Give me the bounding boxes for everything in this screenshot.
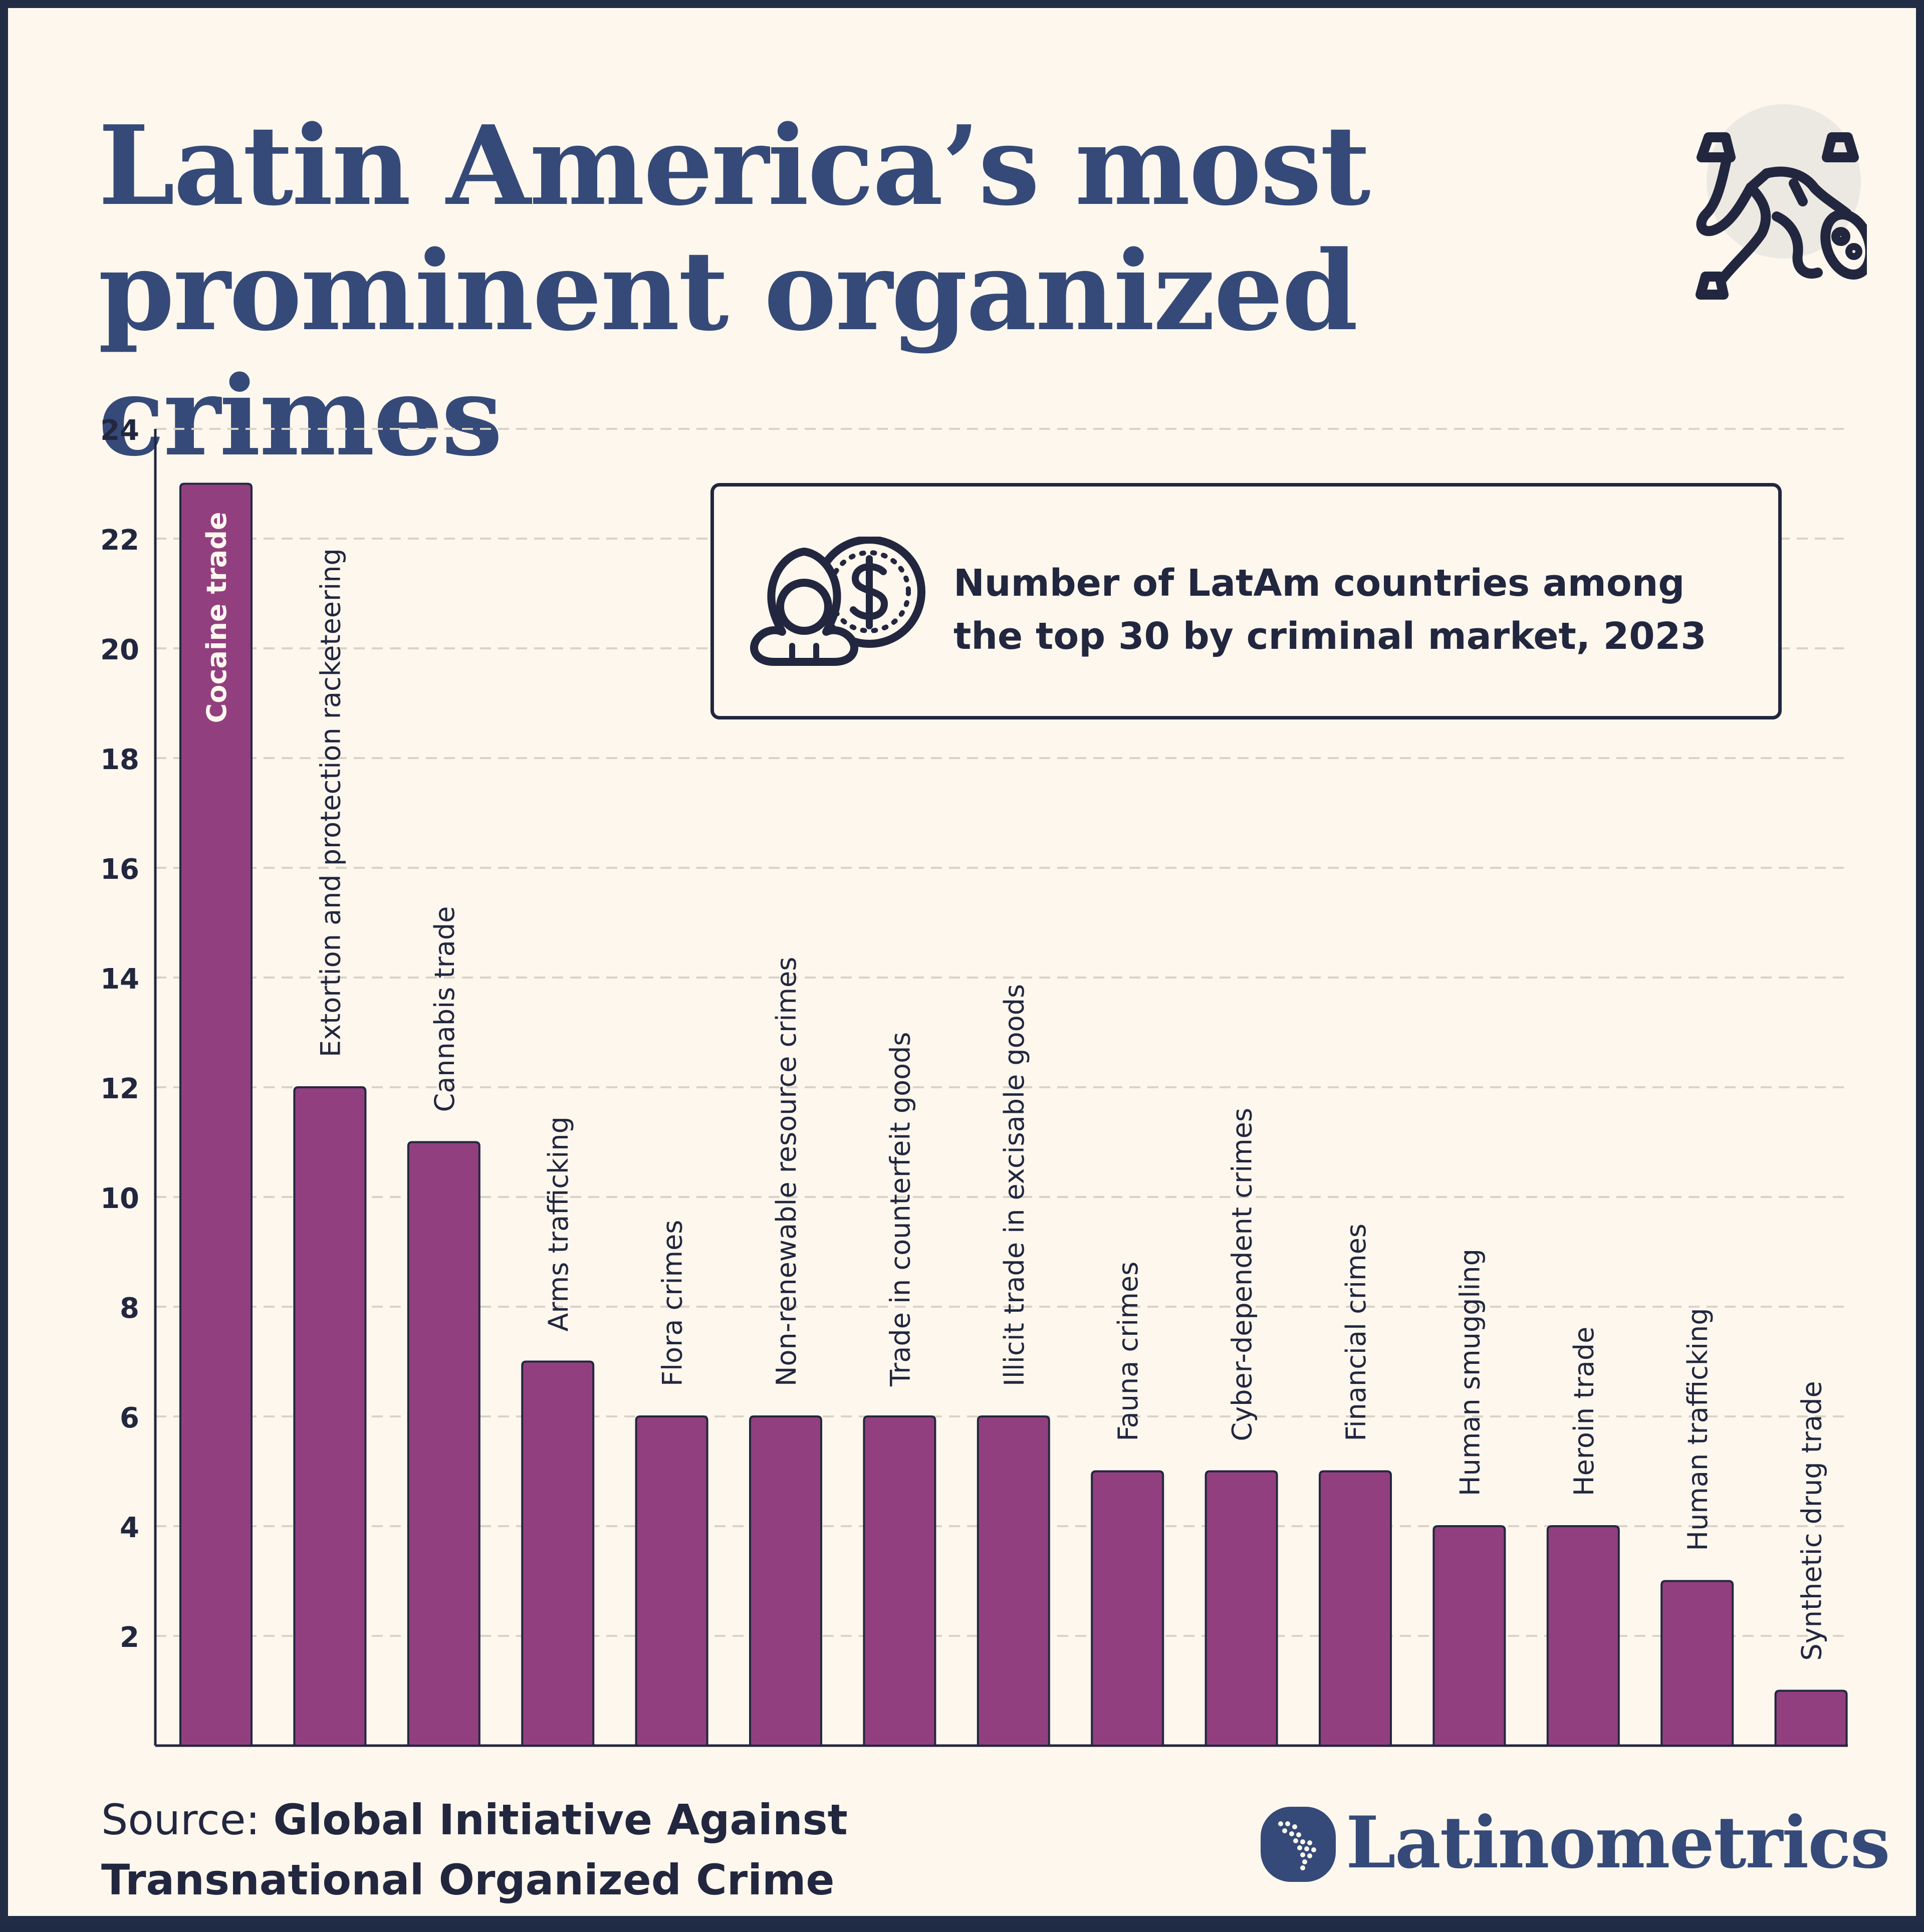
y-tick-label: 10: [100, 1182, 139, 1215]
bar-category-label: Cannabis trade: [429, 906, 460, 1112]
title-line-2: prominent organized crimes: [98, 227, 1358, 480]
y-tick-label: 24: [100, 414, 139, 447]
title-line-1: Latin America’s most: [98, 102, 1371, 230]
bar-category-label: Fauna crimes: [1112, 1262, 1144, 1441]
brand-name: Latinometrics: [1346, 1801, 1890, 1884]
bar-1: [293, 1086, 367, 1747]
bar-14: [1774, 1689, 1848, 1747]
bar-12: [1546, 1525, 1620, 1747]
y-tick-label: 2: [120, 1621, 139, 1654]
y-tick-label: 12: [100, 1073, 139, 1105]
chart-title-line-1: Number of LatAm countries among: [953, 562, 1685, 605]
money-bag-coin-icon: [750, 537, 925, 666]
bar-category-label: Extortion and protection racketeering: [315, 548, 346, 1057]
bar-category-label: Non-renewable resource crimes: [771, 957, 802, 1386]
bar-category-label: Cyber-dependent crimes: [1227, 1108, 1258, 1441]
y-tick-label: 16: [100, 853, 139, 886]
bar-category-label: Trade in counterfeit goods: [884, 1032, 916, 1387]
bar-8: [1091, 1470, 1164, 1747]
bar-category-label: Arms trafficking: [543, 1116, 574, 1331]
chart-title-line-2: the top 30 by criminal market, 2023: [953, 615, 1707, 658]
bar-3: [521, 1360, 595, 1747]
bar-5: [749, 1415, 822, 1747]
source-org-line-2: Transnational Organized Crime: [101, 1855, 835, 1904]
brand-logo: Latinometrics: [1261, 1803, 1890, 1887]
bar-6: [863, 1415, 936, 1747]
y-tick-label: 4: [120, 1512, 139, 1544]
bar-category-label: Synthetic drug trade: [1796, 1381, 1828, 1660]
bar-category-label: Illicit trade in excisable goods: [999, 984, 1030, 1386]
bar-category-label: Financial crimes: [1340, 1224, 1372, 1441]
bar-category-label: Flora crimes: [657, 1220, 688, 1386]
y-tick-label: 14: [100, 963, 139, 996]
source-label: Source:: [101, 1795, 274, 1844]
y-tick-label: 8: [120, 1292, 139, 1325]
bar-11: [1432, 1525, 1506, 1747]
y-tick-label: 6: [120, 1402, 139, 1434]
chart-title: Number of LatAm countries among the top …: [953, 557, 1755, 663]
fallen-person-icon: [1696, 104, 1867, 300]
source-org-line-1: Global Initiative Against: [273, 1795, 848, 1844]
bar-category-label: Heroin trade: [1568, 1327, 1600, 1496]
y-tick-label: 18: [100, 744, 139, 776]
y-tick-label: 20: [100, 634, 139, 666]
chart-legend-box: Number of LatAm countries among the top …: [710, 483, 1782, 719]
bar-2: [407, 1141, 480, 1747]
page-title: Latin America’s most prominent organized…: [98, 103, 1702, 479]
latin-america-map-logo-icon: [1261, 1807, 1336, 1882]
bar-category-label: Cocaine trade: [201, 512, 232, 723]
bar-0: [179, 482, 253, 1747]
bar-category-label: Human smuggling: [1454, 1249, 1486, 1496]
bar-category-label: Human trafficking: [1682, 1308, 1714, 1551]
bar-10: [1319, 1470, 1392, 1747]
bar-7: [977, 1415, 1050, 1747]
source-note: Source: Global Initiative Against Transn…: [101, 1790, 953, 1910]
bar-4: [635, 1415, 708, 1747]
bar-13: [1660, 1580, 1734, 1747]
y-tick-label: 22: [100, 524, 139, 557]
bar-9: [1205, 1470, 1278, 1747]
